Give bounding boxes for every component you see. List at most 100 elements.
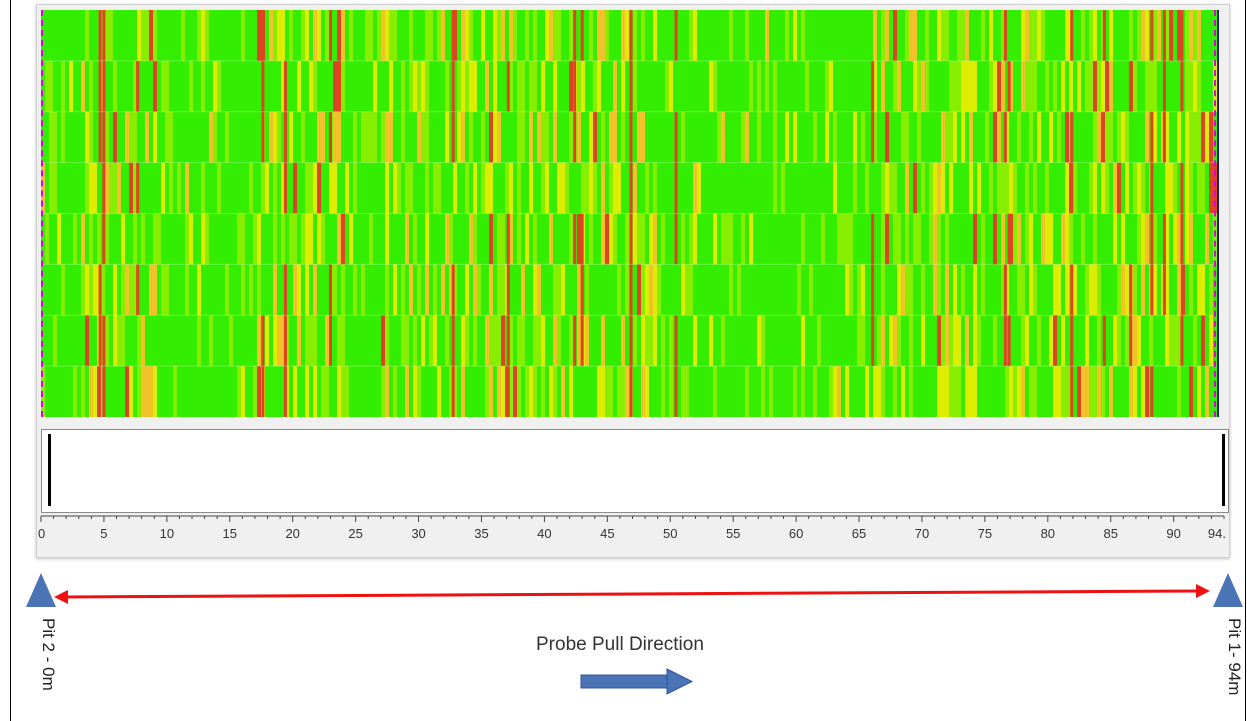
heatmap-cell: [845, 366, 849, 417]
heatmap-cell: [1033, 162, 1037, 214]
heatmap-cell: [1037, 111, 1041, 163]
heatmap-cell: [93, 162, 97, 214]
heatmap-cell: [601, 10, 605, 61]
heatmap-cell: [993, 213, 997, 265]
heatmap-cell: [665, 60, 669, 112]
heatmap-cell: [1181, 264, 1185, 316]
heatmap-cell: [901, 264, 905, 316]
heatmap-cell: [693, 162, 697, 214]
heatmap-red-band: [102, 366, 106, 417]
heatmap-cell: [69, 60, 73, 112]
heatmap-cell: [1041, 10, 1045, 61]
heatmap-cell: [121, 315, 125, 367]
heatmap-red-band: [98, 60, 102, 112]
heatmap-cell: [965, 60, 969, 112]
left-pit-marker-icon: [26, 573, 56, 607]
heatmap-cell: [881, 10, 885, 61]
heatmap-cell: [493, 315, 497, 367]
heatmap-cell: [157, 213, 161, 265]
heatmap-red-band: [674, 10, 678, 61]
heatmap-cell: [449, 213, 453, 265]
heatmap-red-band: [1129, 264, 1133, 316]
heatmap-cell: [557, 162, 561, 214]
heatmap-cell: [405, 213, 409, 265]
heatmap-cell: [1089, 60, 1093, 112]
heatmap-cell: [757, 315, 761, 367]
heatmap-cell: [257, 366, 261, 417]
heatmap-cell: [641, 213, 645, 265]
heatmap-cell: [313, 315, 317, 367]
heatmap-cell: [985, 111, 989, 163]
heatmap-red-band: [328, 264, 332, 316]
heatmap-cell: [857, 264, 861, 316]
x-tick-label: 40: [537, 526, 551, 541]
heatmap-cell: [945, 213, 949, 265]
heatmap-cell: [1061, 213, 1065, 265]
heatmap-cell: [1169, 315, 1173, 367]
heatmap-cell: [389, 60, 393, 112]
heatmap-cell: [441, 10, 445, 61]
heatmap-cell: [745, 366, 749, 417]
heatmap-red-band: [451, 60, 455, 112]
heatmap-cell: [113, 315, 117, 367]
heatmap-cell: [1197, 264, 1201, 316]
heatmap-cell: [1061, 60, 1065, 112]
heatmap-cell: [1117, 264, 1121, 316]
heatmap-cell: [49, 60, 53, 112]
heatmap-cell: [509, 366, 513, 417]
heatmap-cell: [381, 315, 385, 367]
heatmap-cell: [369, 10, 373, 61]
heatmap-cell: [1133, 366, 1137, 417]
heatmap-cell: [1137, 10, 1141, 61]
heatmap-cell: [981, 10, 985, 61]
heatmap-cell: [73, 213, 77, 265]
probe-pull-direction-label: Probe Pull Direction: [536, 634, 704, 655]
heatmap-cell: [693, 213, 697, 265]
heatmap-cell: [445, 315, 449, 367]
heatmap-cell: [793, 111, 797, 163]
heatmap-cell: [1205, 213, 1209, 265]
heatmap-cell: [1177, 366, 1181, 417]
heatmap-cell: [353, 264, 357, 316]
heatmap-cell: [1189, 10, 1193, 61]
heatmap-red-band: [136, 60, 140, 112]
heatmap-cell: [937, 366, 941, 417]
heatmap-cell: [1201, 111, 1205, 163]
heatmap-cell: [617, 366, 621, 417]
heatmap-red-band: [102, 162, 106, 214]
heatmap-cell: [949, 315, 953, 367]
heatmap-cell: [517, 111, 521, 163]
heatmap-cell: [417, 60, 421, 112]
heatmap-cell: [633, 162, 637, 214]
heatmap-cell: [529, 366, 533, 417]
heatmap-red-band: [1180, 162, 1184, 214]
heatmap-cell: [969, 111, 973, 163]
heatmap-cell: [89, 111, 93, 163]
heatmap-cell: [305, 162, 309, 214]
heatmap-cell: [297, 60, 301, 112]
heatmap-red-band: [1162, 111, 1166, 163]
heatmap-cell: [497, 315, 501, 367]
strip-end-marker[interactable]: [1222, 434, 1225, 506]
heatmap-cell: [953, 264, 957, 316]
heatmap-cell: [213, 60, 217, 112]
heatmap-cell: [1189, 264, 1193, 316]
heatmap-cell: [73, 366, 77, 417]
x-tick-label: 45: [600, 526, 614, 541]
heatmap-red-band: [283, 366, 287, 417]
heatmap-cell: [533, 264, 537, 316]
heatmap-cell: [197, 10, 201, 61]
heatmap-cell: [525, 213, 529, 265]
heatmap-cell: [493, 60, 497, 112]
strip-start-marker[interactable]: [48, 434, 51, 506]
heatmap-cell: [793, 366, 797, 417]
heatmap-cell: [137, 10, 141, 61]
heatmap-cell: [1145, 10, 1149, 61]
heatmap-cell: [725, 213, 729, 265]
heatmap-cell: [409, 162, 413, 214]
heatmap-cell: [201, 162, 205, 214]
heatmap-cell: [993, 111, 997, 163]
heatmap-cell: [1105, 111, 1109, 163]
heatmap-cell: [1125, 162, 1129, 214]
heatmap-cell: [1133, 315, 1137, 367]
